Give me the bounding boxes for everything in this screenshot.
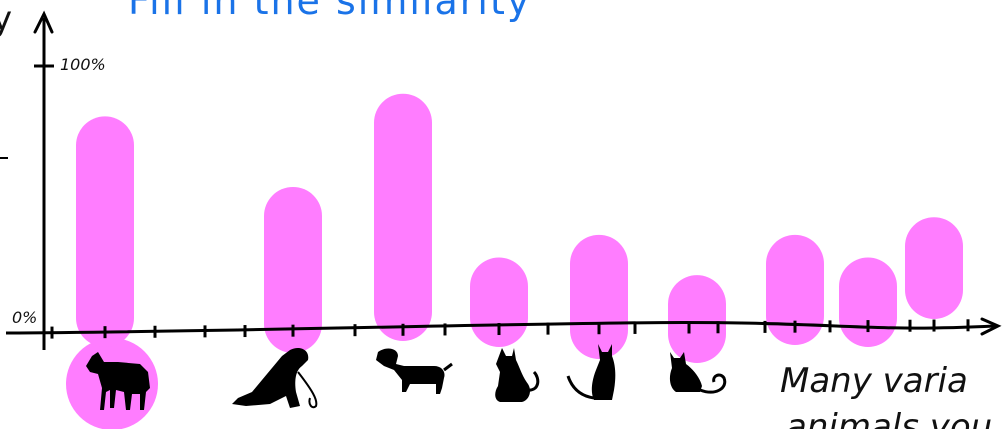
cat-curled-tail-icon <box>669 352 727 394</box>
dachshund-icon <box>376 348 453 394</box>
cat-sitting-tail-icon <box>566 344 616 400</box>
x-tick-group <box>50 319 970 339</box>
cat-sitting-back-icon <box>495 348 540 402</box>
dog-standing-icon <box>86 352 150 410</box>
x-axis-arrow <box>980 317 1002 336</box>
bar-group <box>76 93 963 363</box>
y-tick-label-100: 100% <box>60 55 106 74</box>
dog-sitting-leash-icon <box>232 348 318 409</box>
y-tick-label-0: 0% <box>12 308 37 327</box>
note-line-2: animals you <box>786 407 992 429</box>
chart-title: Fill in the similarity <box>128 0 531 23</box>
y-axis-label: y <box>0 0 12 39</box>
note-line-1: Many varia <box>780 361 968 401</box>
y-axis-arrow <box>33 10 54 34</box>
x-axis-line <box>5 321 996 335</box>
